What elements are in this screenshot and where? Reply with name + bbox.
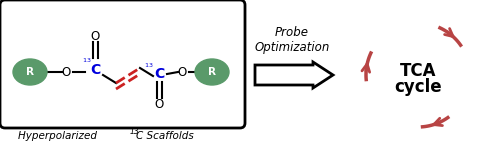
Text: Hyperpolarized: Hyperpolarized (18, 131, 100, 141)
Text: cycle: cycle (394, 78, 442, 96)
Text: TCA: TCA (400, 62, 436, 80)
Text: C: C (90, 63, 100, 77)
Text: Probe: Probe (275, 26, 309, 39)
Text: 13: 13 (130, 127, 140, 137)
Ellipse shape (195, 59, 229, 85)
FancyArrow shape (255, 62, 333, 88)
Text: $\mathregular{^{13}}$: $\mathregular{^{13}}$ (144, 63, 154, 72)
Text: O: O (90, 29, 100, 42)
Text: O: O (154, 98, 164, 111)
Text: C: C (154, 67, 164, 81)
Text: O: O (62, 66, 70, 79)
Text: $\mathregular{^{13}}$: $\mathregular{^{13}}$ (82, 58, 92, 66)
Text: Optimization: Optimization (254, 42, 330, 55)
FancyBboxPatch shape (0, 0, 245, 128)
Text: R: R (26, 67, 34, 77)
Ellipse shape (13, 59, 47, 85)
Text: R: R (208, 67, 216, 77)
Text: O: O (178, 66, 186, 79)
Text: C Scaffolds: C Scaffolds (136, 131, 194, 141)
